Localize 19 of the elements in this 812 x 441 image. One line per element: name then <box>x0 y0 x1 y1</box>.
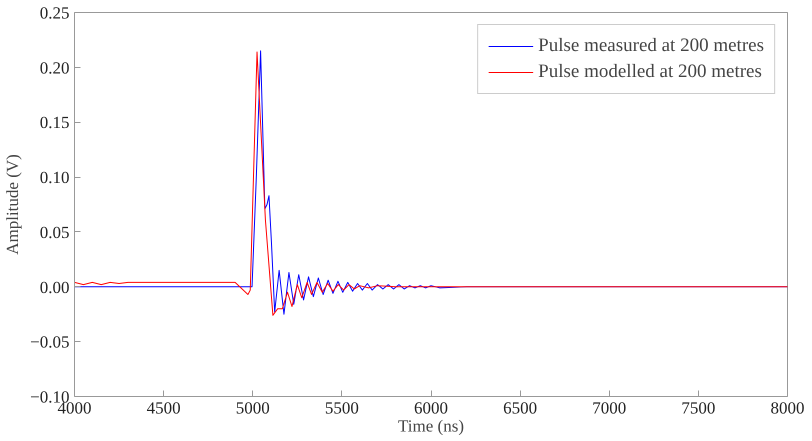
y-tick-label: 0.00 <box>40 278 70 297</box>
x-tick-label: 7000 <box>592 398 626 418</box>
x-tick-label: 8000 <box>770 398 804 418</box>
x-tick-label: 5000 <box>236 398 270 418</box>
legend-label: Pulse measured at 200 metres <box>538 35 764 57</box>
x-axis-title: Time (ns) <box>398 416 464 436</box>
x-tick-label: 7500 <box>681 398 716 418</box>
y-tick-label: 0.10 <box>40 168 70 188</box>
y-tick-label: 0.15 <box>40 113 70 132</box>
x-tick-label: 4500 <box>146 398 181 418</box>
x-tick-label: 5500 <box>324 398 359 418</box>
y-tick-label: 0.05 <box>40 222 70 242</box>
x-tick-label: 6000 <box>414 398 448 418</box>
x-tick-label: 6500 <box>503 398 538 418</box>
y-tick-label: 0.25 <box>40 4 70 22</box>
y-axis-title: Amplitude (V) <box>3 154 22 255</box>
y-tick-label: 0.20 <box>40 58 70 78</box>
y-tick-label: −0.05 <box>30 332 70 352</box>
legend-label: Pulse modelled at 200 metres <box>538 61 762 83</box>
